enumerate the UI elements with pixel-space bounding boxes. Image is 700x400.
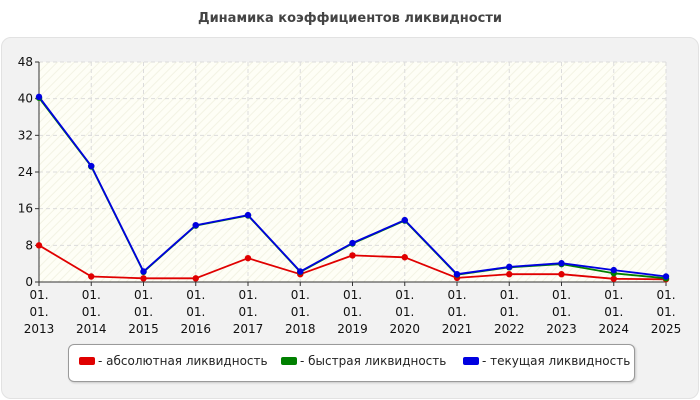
- y-tick-label: 8: [25, 238, 33, 252]
- chart-legend: - абсолютная ликвидность - быстрая ликви…: [68, 344, 635, 382]
- data-point: [35, 242, 43, 249]
- legend-label-current: - текущая ликвидность: [482, 354, 631, 368]
- x-tick-label: 01. 01. 2020: [389, 288, 420, 336]
- x-tick-label: 01. 01. 2024: [598, 288, 629, 336]
- legend-swatch-current: [463, 357, 479, 365]
- y-tick-label: 24: [18, 165, 33, 179]
- x-tick-label: 01. 01. 2016: [180, 288, 211, 336]
- legend-item-quick: - быстрая ликвидность: [281, 354, 446, 368]
- series-points: [35, 93, 670, 283]
- y-tick-label: 40: [18, 92, 33, 106]
- data-point: [506, 271, 513, 278]
- x-tick-label: 01. 01. 2013: [24, 288, 55, 336]
- x-axis-ticks: 01. 01. 2013 01. 01. 2014 01. 01. 2015 01. 01. 2016…: [24, 282, 682, 336]
- x-tick-label: 01. 01. 2017: [233, 288, 264, 336]
- data-point: [558, 271, 565, 278]
- data-point: [140, 268, 147, 275]
- data-point: [88, 273, 95, 280]
- data-point: [192, 275, 199, 282]
- legend-item-current: - текущая ликвидность: [463, 354, 630, 368]
- data-point: [349, 239, 356, 247]
- y-tick-label: 48: [18, 55, 33, 69]
- legend-label-absolute: - абсолютная ликвидность: [98, 354, 268, 368]
- data-point: [244, 254, 252, 262]
- data-point: [662, 273, 670, 280]
- data-point: [35, 93, 43, 101]
- data-point: [244, 211, 252, 219]
- legend-swatch-absolute: [79, 357, 95, 365]
- y-tick-label: 0: [25, 275, 33, 289]
- x-tick-label: 01. 01. 2015: [128, 288, 159, 336]
- data-point: [401, 254, 408, 261]
- x-tick-label: 01. 01. 2022: [494, 288, 525, 336]
- data-point: [297, 268, 304, 275]
- y-tick-label: 16: [18, 202, 33, 216]
- x-tick-label: 01. 01. 2023: [546, 288, 577, 336]
- legend-item-absolute: - абсолютная ликвидность: [79, 354, 268, 368]
- data-point: [610, 266, 617, 274]
- y-axis-ticks: 0 8 16 24 32 40 48: [18, 55, 39, 289]
- x-tick-label: 01. 01. 2025: [651, 288, 682, 336]
- data-point: [401, 216, 408, 224]
- data-point: [558, 260, 565, 267]
- data-point: [506, 263, 513, 271]
- chart-title: Динамика коэффициентов ликвидности: [198, 11, 502, 26]
- data-point: [192, 221, 199, 229]
- x-tick-label: 01. 01. 2019: [337, 288, 368, 336]
- x-tick-label: 01. 01. 2018: [285, 288, 316, 336]
- data-point: [140, 275, 147, 282]
- x-tick-label: 01. 01. 2021: [442, 288, 473, 336]
- data-point: [453, 271, 461, 278]
- legend-label-quick: - быстрая ликвидность: [300, 354, 447, 368]
- x-tick-label: 01. 01. 2014: [76, 288, 107, 336]
- data-point: [610, 275, 617, 282]
- data-point: [349, 252, 356, 259]
- data-point: [88, 162, 95, 170]
- legend-swatch-quick: [281, 357, 297, 365]
- y-tick-label: 32: [18, 128, 33, 142]
